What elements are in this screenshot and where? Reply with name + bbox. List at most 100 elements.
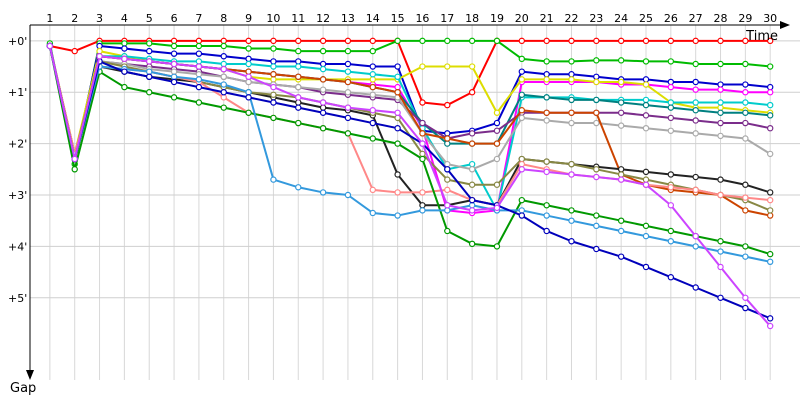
data-point — [717, 104, 724, 111]
data-point — [220, 89, 227, 96]
x-tick-label: 20 — [515, 12, 529, 25]
data-point — [170, 68, 178, 75]
data-point — [742, 81, 749, 88]
data-point — [593, 57, 600, 64]
data-point — [766, 250, 774, 258]
data-point — [642, 101, 650, 109]
data-point — [344, 191, 352, 199]
x-tick-label: 29 — [738, 12, 752, 25]
data-point — [667, 58, 675, 65]
data-point — [344, 114, 352, 122]
data-point — [667, 78, 675, 86]
data-point — [667, 104, 675, 111]
data-point — [394, 83, 401, 91]
data-point — [642, 176, 650, 183]
data-point — [245, 109, 252, 116]
data-point — [568, 160, 575, 168]
data-point — [270, 83, 277, 91]
x-tick-label: 7 — [195, 12, 202, 25]
y-tick-label: +2' — [8, 138, 27, 151]
x-tick-label: 23 — [589, 12, 603, 25]
data-point — [71, 166, 78, 173]
data-point — [394, 140, 401, 147]
data-point — [96, 47, 103, 55]
data-point — [766, 112, 774, 119]
data-point — [295, 63, 302, 70]
data-point — [493, 119, 501, 127]
data-point — [146, 58, 153, 65]
data-point — [642, 58, 650, 65]
data-point — [766, 207, 774, 214]
data-point — [295, 58, 302, 65]
data-point — [766, 63, 774, 70]
data-point — [146, 40, 153, 47]
data-point — [568, 76, 575, 83]
data-point — [170, 60, 178, 68]
data-point — [742, 181, 749, 188]
data-point — [642, 168, 650, 176]
data-point — [642, 232, 650, 240]
data-point — [518, 212, 526, 219]
x-tick-label: 24 — [614, 12, 628, 25]
data-point — [419, 140, 426, 147]
data-point — [319, 37, 327, 45]
x-axis-arrow — [780, 21, 790, 29]
data-point — [593, 96, 600, 104]
data-point — [543, 71, 550, 78]
data-point — [369, 83, 376, 91]
data-point — [419, 202, 426, 209]
data-point — [245, 55, 252, 63]
data-point — [742, 99, 749, 106]
x-tick-label: 12 — [316, 12, 330, 25]
data-point — [593, 37, 600, 45]
x-tick-label: 4 — [121, 12, 128, 25]
data-point — [543, 58, 550, 65]
data-point — [692, 173, 699, 181]
data-point — [568, 171, 575, 178]
data-point — [195, 63, 203, 70]
data-point — [468, 140, 476, 147]
data-point — [742, 207, 749, 214]
data-point — [717, 109, 724, 116]
data-point — [493, 204, 501, 212]
data-point — [195, 99, 203, 106]
data-point — [195, 42, 203, 50]
data-point — [766, 212, 774, 219]
data-point — [568, 58, 575, 65]
data-point — [617, 166, 625, 173]
data-point — [295, 104, 302, 111]
data-point — [617, 253, 625, 260]
data-point — [369, 186, 376, 194]
data-point — [245, 60, 252, 68]
x-tick-label: 9 — [245, 12, 252, 25]
x-tick-label: 26 — [664, 12, 678, 25]
series-14 — [46, 42, 774, 258]
data-point — [444, 37, 451, 45]
data-point — [543, 158, 550, 165]
data-point — [667, 114, 675, 122]
data-point — [667, 37, 675, 45]
series-line — [48, 45, 771, 256]
data-point — [717, 248, 724, 255]
data-point — [518, 68, 526, 75]
data-point — [742, 194, 749, 201]
data-point — [468, 160, 476, 168]
data-point — [344, 89, 352, 96]
data-point — [692, 243, 699, 250]
data-point — [270, 63, 277, 70]
data-point — [319, 104, 327, 111]
data-point — [468, 240, 476, 248]
data-point — [369, 71, 376, 78]
data-point — [146, 47, 153, 55]
data-point — [220, 53, 227, 60]
data-point — [195, 83, 203, 91]
data-point — [717, 176, 724, 183]
series-line — [48, 45, 771, 263]
series-line — [49, 39, 771, 107]
data-point — [419, 119, 426, 127]
data-point — [766, 189, 774, 196]
data-point — [146, 89, 153, 96]
data-point — [369, 107, 376, 114]
data-point — [319, 47, 327, 55]
x-tick-label: 13 — [341, 12, 355, 25]
